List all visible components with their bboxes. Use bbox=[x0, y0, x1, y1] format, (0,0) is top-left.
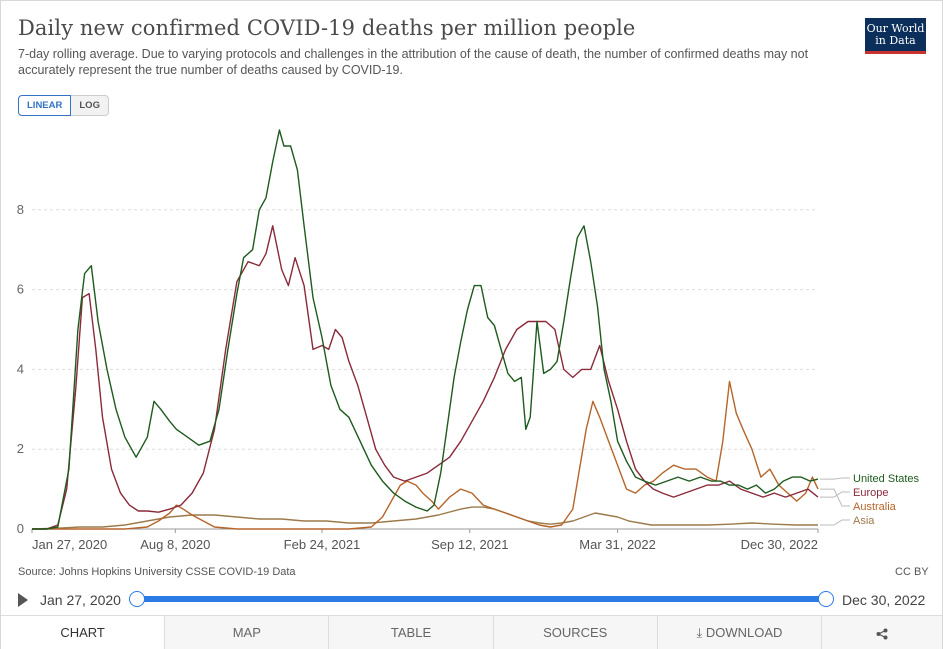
license-link[interactable]: CC BY bbox=[895, 566, 929, 578]
x-tick-label: Feb 24, 2021 bbox=[284, 537, 361, 552]
y-tick-label: 8 bbox=[17, 202, 24, 217]
tab-bar: CHART MAP TABLE SOURCES ⤓ DOWNLOAD bbox=[1, 615, 943, 649]
logo-line-2: in Data bbox=[875, 34, 916, 47]
log-scale-button[interactable]: LOG bbox=[71, 95, 109, 116]
logo-line-1: Our World bbox=[866, 22, 925, 35]
legend-connector bbox=[820, 519, 850, 526]
chart-subtitle: 7-day rolling average. Due to varying pr… bbox=[18, 47, 809, 77]
download-label: DOWNLOAD bbox=[705, 625, 783, 640]
legend-connector bbox=[820, 488, 850, 507]
y-tick-label: 4 bbox=[17, 361, 24, 376]
tab-table[interactable]: TABLE bbox=[329, 616, 494, 649]
tab-chart[interactable]: CHART bbox=[1, 616, 166, 649]
y-tick-label: 2 bbox=[17, 441, 24, 456]
tab-share[interactable] bbox=[822, 616, 943, 649]
legend-label-asia: Asia bbox=[853, 515, 875, 527]
download-icon: ⤓ bbox=[696, 625, 703, 640]
owid-logo[interactable]: Our World in Data bbox=[865, 18, 926, 54]
legend-connector bbox=[820, 477, 850, 480]
y-tick-label: 6 bbox=[17, 282, 24, 297]
series-line-australia bbox=[32, 380, 819, 530]
chart-title: Daily new confirmed COVID-19 deaths per … bbox=[18, 16, 636, 40]
timeline-end-label: Dec 30, 2022 bbox=[842, 592, 926, 608]
timeline: Jan 27, 2020 Dec 30, 2022 bbox=[18, 590, 928, 610]
scale-toggle: LINEAR LOG bbox=[18, 95, 109, 116]
linear-scale-button[interactable]: LINEAR bbox=[18, 95, 72, 116]
tab-sources[interactable]: SOURCES bbox=[493, 616, 658, 649]
x-tick-label: Dec 30, 2022 bbox=[741, 537, 818, 552]
tab-download[interactable]: ⤓ DOWNLOAD bbox=[657, 616, 823, 649]
play-icon[interactable] bbox=[18, 593, 28, 607]
timeline-end-handle[interactable] bbox=[818, 591, 834, 607]
line-chart: 0 2 4 6 8 Jan 27, 2020 Aug 8, 2020 Feb 24, 2021… bbox=[17, 129, 920, 552]
source-note[interactable]: Source: Johns Hopkins University CSSE CO… bbox=[18, 566, 296, 578]
x-tick-label: Mar 31, 2022 bbox=[579, 537, 656, 552]
timeline-start-handle[interactable] bbox=[129, 591, 145, 607]
share-icon bbox=[876, 628, 888, 640]
tab-map[interactable]: MAP bbox=[165, 616, 330, 649]
series-line-europe bbox=[32, 225, 819, 530]
y-tick-label: 0 bbox=[17, 521, 24, 536]
x-tick-label: Sep 12, 2021 bbox=[431, 537, 508, 552]
legend-label-united-states: United States bbox=[853, 473, 920, 485]
x-tick-label: Jan 27, 2020 bbox=[32, 537, 107, 552]
timeline-start-label: Jan 27, 2020 bbox=[40, 592, 121, 608]
legend-label-europe: Europe bbox=[853, 487, 888, 499]
legend-label-australia: Australia bbox=[853, 501, 897, 513]
series-line-united-states bbox=[32, 129, 819, 530]
x-tick-label: Aug 8, 2020 bbox=[140, 537, 210, 552]
legend-connector bbox=[820, 491, 850, 498]
timeline-track[interactable] bbox=[136, 596, 826, 602]
